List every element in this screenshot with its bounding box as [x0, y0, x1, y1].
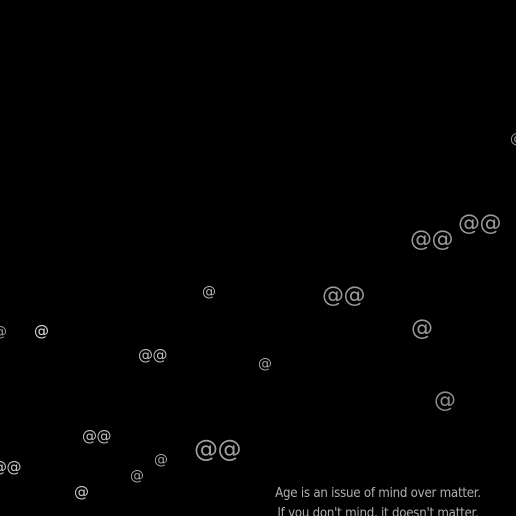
- screensaver-quote: Age is an issue of mind over matter. If …: [272, 483, 483, 516]
- at-symbol-group: @@: [82, 427, 112, 445]
- at-symbol-group: @@: [322, 283, 366, 308]
- at-symbol: @: [258, 356, 272, 372]
- at-symbol-group: @@: [0, 458, 22, 476]
- at-symbol: @: [74, 483, 89, 501]
- at-symbol-group: @@: [458, 211, 502, 236]
- at-symbol-group: @@: [194, 435, 242, 463]
- at-symbol: @: [510, 132, 516, 146]
- at-symbol: @: [130, 468, 144, 484]
- at-symbol: @: [154, 452, 168, 468]
- at-symbol: @: [0, 325, 7, 339]
- quote-line-2: If you don't mind, it doesn't matter.: [277, 505, 479, 516]
- at-symbol: @: [202, 284, 216, 300]
- quote-line-1: Age is an issue of mind over matter.: [275, 485, 481, 501]
- at-symbol: @: [434, 388, 456, 413]
- at-symbol-group: @@: [138, 346, 168, 364]
- at-symbol-group: @@: [410, 227, 454, 252]
- at-symbol: @: [34, 322, 49, 340]
- at-symbol: @: [411, 316, 433, 341]
